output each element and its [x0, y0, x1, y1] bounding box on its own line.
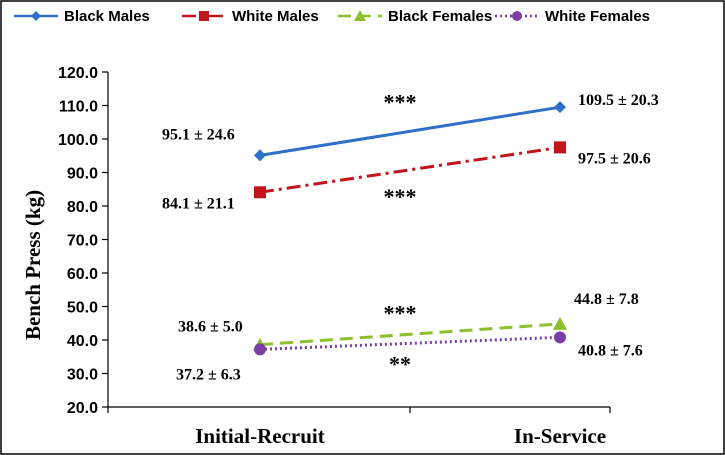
legend-label: White Females: [545, 8, 650, 25]
y-tick-label: 70.0: [67, 233, 98, 250]
x-axis: Initial-Recruit In-Service: [107, 406, 611, 448]
series: [254, 331, 566, 356]
legend-item: White Males: [182, 8, 319, 25]
legend-marker-circle: [512, 11, 522, 21]
data-point: [554, 141, 566, 154]
series: [254, 101, 566, 162]
legend-label: Black Females: [388, 8, 492, 25]
y-tick-label: 60.0: [67, 266, 98, 283]
data-label: 37.2 ± 6.3: [176, 366, 241, 383]
data-label: 109.5 ± 20.3: [578, 92, 659, 109]
series-line: [259, 105, 561, 157]
significance-marker: ***: [384, 89, 417, 114]
y-axis-label: Bench Press (kg): [21, 190, 45, 340]
series-line: [259, 335, 561, 351]
data-point: [554, 101, 566, 114]
legend: Black Males White Males Black Females White…: [14, 8, 650, 25]
x-category-label: Initial-Recruit: [195, 424, 324, 448]
legend-marker-triangle: [354, 10, 366, 21]
data-labels: 95.1 ± 24.6 109.5 ± 20.3 84.1 ± 21.1 97.5 ±…: [162, 92, 659, 383]
legend-item: Black Females: [338, 8, 492, 25]
significance-marker: **: [389, 351, 411, 376]
y-tick-label: 30.0: [67, 367, 98, 384]
legend-marker-diamond: [31, 11, 41, 21]
y-tick-label: 40.0: [67, 333, 98, 350]
y-tick-label: 110.0: [59, 99, 98, 116]
series: [254, 141, 566, 199]
data-label: 95.1 ± 24.6: [162, 126, 235, 143]
legend-item: White Females: [495, 8, 650, 25]
y-tick-label: 20.0: [67, 400, 98, 417]
x-category-label: In-Service: [514, 424, 606, 448]
legend-marker-square: [199, 11, 209, 21]
data-point: [254, 149, 266, 162]
y-tick-label: 100.0: [58, 132, 98, 149]
legend-item: Black Males: [14, 8, 150, 25]
series-line: [259, 322, 561, 347]
series-layer: [253, 101, 567, 356]
series-line: [259, 145, 561, 194]
data-point: [554, 331, 566, 344]
y-axis: 20.0 30.0 40.0 50.0 60.0 70.0 80.0 90.0 100.0 110…: [58, 65, 109, 417]
y-tick-label: 120.0: [58, 65, 98, 82]
y-tick-label: 80.0: [67, 199, 98, 216]
data-label: 84.1 ± 21.1: [162, 195, 235, 212]
data-point: [553, 316, 567, 330]
data-point: [254, 186, 266, 199]
data-label: 38.6 ± 5.0: [178, 319, 243, 336]
data-label: 97.5 ± 20.6: [578, 150, 651, 167]
data-point: [254, 343, 266, 356]
y-tick-label: 50.0: [67, 300, 98, 317]
significance-marker: ***: [384, 300, 417, 325]
significance-markers: ***********: [384, 89, 417, 376]
y-tick-label: 90.0: [67, 166, 98, 183]
legend-label: Black Males: [64, 8, 150, 25]
data-label: 44.8 ± 7.8: [574, 291, 639, 308]
data-label: 40.8 ± 7.6: [578, 342, 643, 359]
legend-label: White Males: [232, 8, 319, 25]
significance-marker: ***: [384, 184, 417, 209]
